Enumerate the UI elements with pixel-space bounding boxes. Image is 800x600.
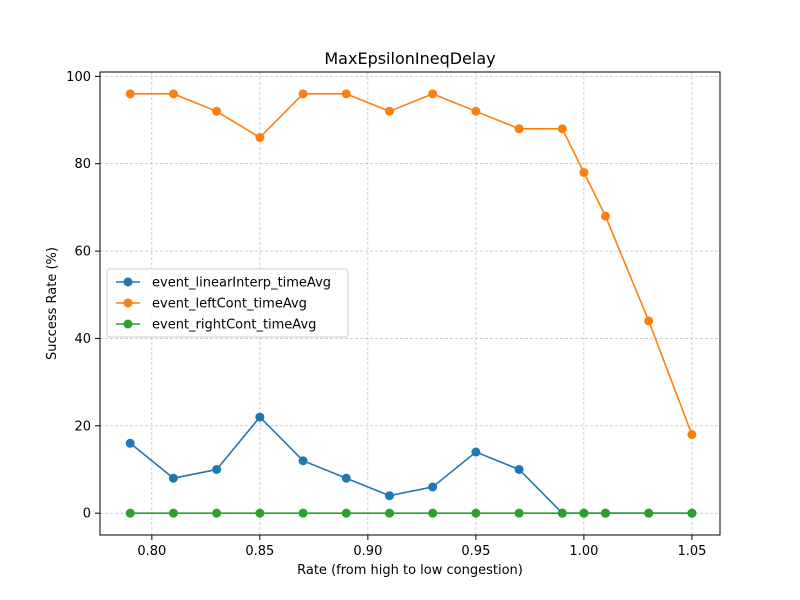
y-tick-label: 20 xyxy=(74,419,91,434)
data-point xyxy=(514,464,524,474)
data-point xyxy=(212,508,222,518)
y-tick-label: 0 xyxy=(83,507,91,522)
x-tick-label: 0.90 xyxy=(353,544,382,559)
x-tick-label: 0.95 xyxy=(461,544,490,559)
data-point xyxy=(579,508,589,518)
data-point xyxy=(471,447,481,457)
series-event_rightCont_timeAvg xyxy=(125,508,697,518)
series-event_leftCont_timeAvg xyxy=(125,89,697,440)
data-point xyxy=(687,508,697,518)
legend: event_linearInterp_timeAvg event_leftCont… xyxy=(106,268,349,338)
data-point xyxy=(514,508,524,518)
legend-marker xyxy=(123,277,133,287)
y-tick-label: 100 xyxy=(66,70,91,85)
data-point xyxy=(579,167,589,177)
data-point xyxy=(298,89,308,99)
legend-entry: event_leftCont_timeAvg xyxy=(116,297,307,312)
data-point xyxy=(255,133,265,143)
data-point xyxy=(428,89,438,99)
y-tick-label: 60 xyxy=(74,245,91,260)
data-point xyxy=(601,211,611,221)
data-point xyxy=(125,438,135,448)
data-point xyxy=(384,508,394,518)
data-point xyxy=(601,508,611,518)
legend-entry: event_linearInterp_timeAvg xyxy=(116,276,331,291)
legend-marker xyxy=(123,319,133,329)
data-point xyxy=(255,412,265,422)
legend-label: event_leftCont_timeAvg xyxy=(152,297,307,312)
data-point xyxy=(168,89,178,99)
x-tick-label: 1.05 xyxy=(677,544,706,559)
data-point xyxy=(125,508,135,518)
series-layer xyxy=(125,89,697,518)
y-tick-label: 40 xyxy=(74,332,91,347)
data-point xyxy=(428,508,438,518)
data-point xyxy=(384,491,394,501)
y-axis-label: Success Rate (%) xyxy=(45,247,60,360)
legend-label: event_rightCont_timeAvg xyxy=(152,318,316,333)
x-axis-ticks: 0.80 0.85 0.90 0.95 1.00 1.05 xyxy=(137,535,706,559)
data-point xyxy=(125,89,135,99)
y-tick-label: 80 xyxy=(74,157,91,172)
legend-box xyxy=(106,268,349,338)
data-point xyxy=(168,473,178,483)
series-event_linearInterp_timeAvg xyxy=(125,412,697,518)
data-point xyxy=(212,464,222,474)
data-point xyxy=(212,106,222,116)
data-point xyxy=(341,473,351,483)
legend-marker xyxy=(123,298,133,308)
plot-area-frame xyxy=(99,71,721,536)
data-point xyxy=(255,508,265,518)
data-point xyxy=(471,508,481,518)
data-point xyxy=(687,430,697,440)
data-point xyxy=(298,456,308,466)
data-point xyxy=(341,508,351,518)
chart-title: MaxEpsilonIneqDelay xyxy=(324,49,495,68)
data-point xyxy=(644,508,654,518)
data-point xyxy=(298,508,308,518)
x-axis-label: Rate (from high to low congestion) xyxy=(297,563,523,578)
legend-label: event_linearInterp_timeAvg xyxy=(152,276,331,291)
data-point xyxy=(384,106,394,116)
data-point xyxy=(341,89,351,99)
y-axis-ticks: 0 20 40 60 80 100 xyxy=(66,70,100,522)
data-point xyxy=(557,124,567,134)
series-line xyxy=(129,415,692,514)
x-tick-label: 0.80 xyxy=(137,544,166,559)
x-tick-label: 0.85 xyxy=(245,544,274,559)
data-point xyxy=(557,508,567,518)
x-tick-label: 1.00 xyxy=(569,544,598,559)
legend-entry: event_rightCont_timeAvg xyxy=(116,318,316,333)
data-point xyxy=(644,316,654,326)
data-point xyxy=(168,508,178,518)
data-point xyxy=(428,482,438,492)
data-point xyxy=(514,124,524,134)
data-point xyxy=(471,106,481,116)
series-line xyxy=(130,92,693,435)
